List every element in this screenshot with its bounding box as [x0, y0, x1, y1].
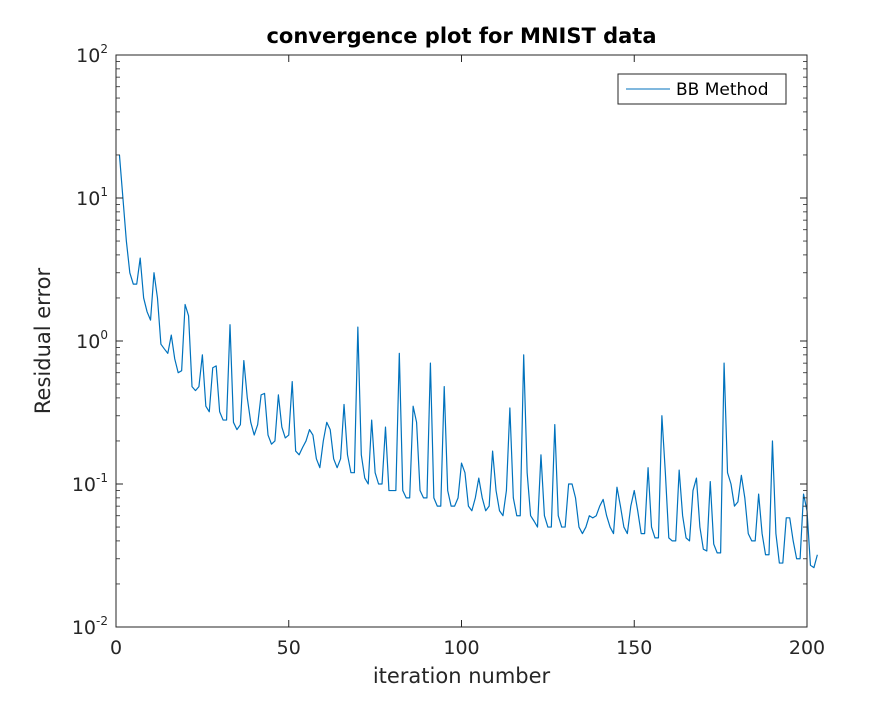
- y-tick-label-exponent: 0: [100, 328, 108, 342]
- chart-title: convergence plot for MNIST data: [266, 24, 656, 48]
- x-tick-label: 150: [616, 637, 652, 659]
- y-tick-label-base: 10: [72, 474, 96, 496]
- y-tick-label: 100: [76, 328, 108, 353]
- legend: BB Method: [617, 73, 787, 105]
- x-axis-label: iteration number: [373, 664, 551, 688]
- plot-frame: [115, 54, 808, 628]
- series-line-0: [118, 154, 818, 569]
- y-axis-label: Residual error: [31, 268, 55, 415]
- y-tick-label-base: 10: [76, 331, 100, 353]
- x-tick-label: 200: [789, 637, 825, 659]
- y-tick-label: 10-2: [72, 614, 108, 639]
- x-tick-label: 100: [443, 637, 479, 659]
- y-tick-label-exponent: -1: [96, 471, 108, 485]
- x-tick-label: 50: [277, 637, 301, 659]
- y-tick-label: 10-1: [72, 471, 108, 496]
- y-tick-label: 102: [76, 42, 108, 67]
- legend-entry-bb-method: BB Method: [676, 80, 769, 100]
- y-tick-label-base: 10: [76, 45, 100, 67]
- y-tick-label-base: 10: [76, 188, 100, 210]
- series-layer: [118, 154, 818, 569]
- x-tick-label: 0: [110, 637, 122, 659]
- y-tick-label-exponent: 2: [100, 42, 108, 56]
- y-tick-label-exponent: -2: [96, 614, 108, 628]
- y-tick-label-exponent: 1: [100, 185, 108, 199]
- plot-area: [116, 55, 807, 627]
- y-tick-label-base: 10: [72, 617, 96, 639]
- y-tick-label: 101: [76, 185, 108, 210]
